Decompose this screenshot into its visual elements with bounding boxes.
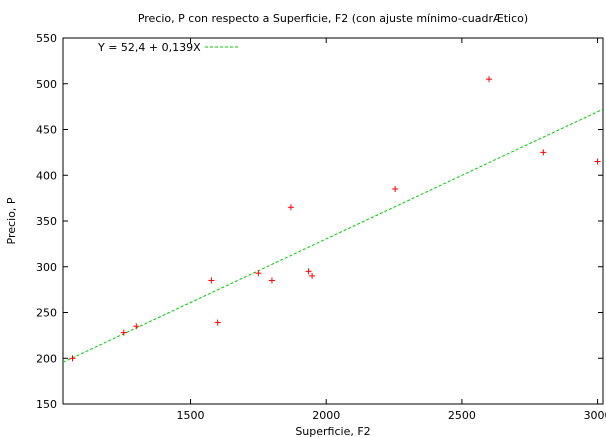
x-tick-label: 3000: [584, 409, 606, 422]
y-tick-label: 550: [36, 32, 57, 45]
data-point: [305, 268, 312, 275]
y-tick-label: 150: [36, 398, 57, 411]
data-point: [486, 76, 493, 83]
legend-label: Y = 52,4 + 0,139X: [97, 41, 201, 54]
y-tick-label: 500: [36, 78, 57, 91]
data-point: [255, 270, 262, 277]
data-point: [69, 355, 76, 362]
y-axis-label: Precio, P: [5, 197, 18, 244]
data-point: [392, 185, 399, 192]
data-point: [133, 323, 140, 330]
data-point: [540, 149, 547, 156]
x-axis: 1500 2000 2500 3000: [177, 38, 606, 422]
data-points-layer: [69, 76, 601, 362]
x-tick-label: 1500: [177, 409, 205, 422]
data-point: [287, 204, 294, 211]
y-axis: 150 200 250 300 350 400 450 500 550: [36, 32, 603, 411]
data-point: [594, 158, 601, 165]
chart-title: Precio, P con respecto a Superficie, F2 …: [138, 12, 528, 25]
x-tick-label: 2000: [312, 409, 340, 422]
fit-line: [62, 108, 604, 363]
y-tick-label: 350: [36, 215, 57, 228]
data-point: [214, 319, 221, 326]
plot-frame: [62, 37, 604, 405]
y-tick-label: 450: [36, 124, 57, 137]
y-tick-label: 250: [36, 307, 57, 320]
x-axis-label: Superficie, F2: [295, 425, 370, 437]
y-tick-label: 300: [36, 261, 57, 274]
y-tick-label: 400: [36, 169, 57, 182]
legend: Y = 52,4 + 0,139X: [97, 41, 240, 54]
fit-line-layer: [62, 108, 604, 363]
data-point: [268, 277, 275, 284]
x-tick-label: 2500: [448, 409, 476, 422]
data-point: [208, 277, 215, 284]
data-point: [120, 329, 127, 336]
y-tick-label: 200: [36, 352, 57, 365]
data-point: [309, 272, 316, 279]
